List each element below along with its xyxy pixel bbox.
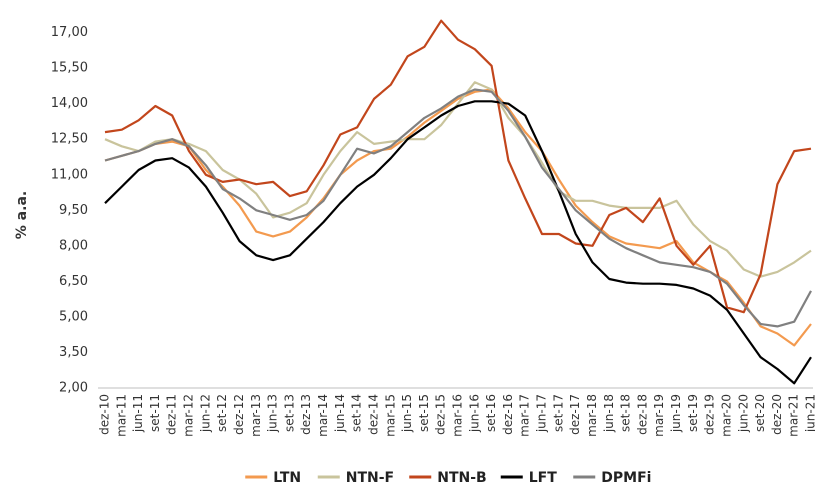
x-tick-label: dez-18 — [635, 394, 649, 435]
x-tick-label: dez-14 — [366, 394, 380, 435]
series-line — [104, 100, 812, 385]
x-tick-label: dez-15 — [434, 394, 448, 435]
x-tick-label: jun-21 — [804, 394, 815, 433]
x-tick-label: set-12 — [215, 394, 229, 432]
x-tick-label: dez-13 — [299, 394, 313, 435]
x-tick-label: mar-20 — [719, 394, 733, 437]
x-tick-label: jun-18 — [602, 394, 616, 433]
x-tick-label: set-11 — [148, 394, 162, 432]
x-tick-label: mar-16 — [451, 394, 465, 437]
x-tick-label: jun-15 — [400, 394, 414, 433]
x-tick-label: mar-21 — [787, 394, 801, 437]
x-tick-label: dez-12 — [232, 394, 246, 435]
x-tick-label: set-19 — [686, 394, 700, 432]
x-tick-label: jun-20 — [736, 394, 750, 433]
legend-label: LTN — [273, 470, 301, 486]
x-tick-label: set-15 — [417, 394, 431, 432]
x-tick-label: dez-20 — [770, 394, 784, 435]
series-line — [104, 81, 812, 278]
x-tick-label: set-14 — [350, 394, 364, 432]
y-tick-label: 14,00 — [51, 96, 88, 111]
x-tick-label: set-16 — [484, 394, 498, 432]
y-tick-label: 12,50 — [51, 132, 88, 147]
y-tick-label: 2,00 — [59, 381, 88, 396]
y-tick-label: 17,00 — [51, 25, 88, 40]
x-tick-label: dez-16 — [501, 394, 515, 435]
x-tick-label: jun-17 — [535, 394, 549, 433]
y-tick-label: 15,50 — [51, 61, 88, 76]
x-tick-label: jun-12 — [198, 394, 212, 433]
legend-label: NTN-B — [437, 470, 486, 486]
series-line — [104, 88, 812, 328]
y-tick-label: 3,50 — [59, 345, 88, 360]
x-tick-label: dez-17 — [568, 394, 582, 435]
series-line — [104, 19, 812, 314]
x-tick-label: jun-11 — [131, 394, 145, 433]
x-tick-label: dez-19 — [703, 394, 717, 435]
series-line — [104, 88, 812, 347]
x-tick-label: set-20 — [753, 394, 767, 432]
x-tick-label: set-18 — [619, 394, 633, 432]
x-tick-label: jun-13 — [266, 394, 280, 433]
x-tick-label: set-17 — [551, 394, 565, 432]
x-tick-label: mar-13 — [249, 394, 263, 437]
x-tick-label: jun-14 — [333, 394, 347, 433]
y-tick-label: 8,00 — [59, 238, 88, 253]
x-tick-label: jun-16 — [467, 394, 481, 433]
y-axis-label: % a.a. — [14, 191, 30, 239]
x-tick-label: mar-14 — [316, 394, 330, 437]
x-tick-label: mar-17 — [518, 394, 532, 437]
y-tick-label: 5,00 — [59, 309, 88, 324]
x-tick-label: mar-15 — [383, 394, 397, 437]
x-tick-label: mar-12 — [182, 394, 196, 437]
x-tick-label: set-13 — [282, 394, 296, 432]
x-tick-label: mar-19 — [652, 394, 666, 437]
legend-label: NTN-F — [346, 470, 394, 486]
y-tick-label: 11,00 — [51, 167, 88, 182]
x-tick-label: jun-19 — [669, 394, 683, 433]
legend-label: DPMFi — [601, 470, 651, 486]
y-tick-label: 6,50 — [59, 274, 88, 289]
legend-label: LFT — [529, 470, 557, 486]
x-tick-label: dez-10 — [98, 394, 112, 435]
x-tick-label: mar-11 — [114, 394, 128, 437]
x-tick-label: mar-18 — [585, 394, 599, 437]
y-tick-label: 9,50 — [59, 203, 88, 218]
x-tick-label: dez-11 — [165, 394, 179, 435]
